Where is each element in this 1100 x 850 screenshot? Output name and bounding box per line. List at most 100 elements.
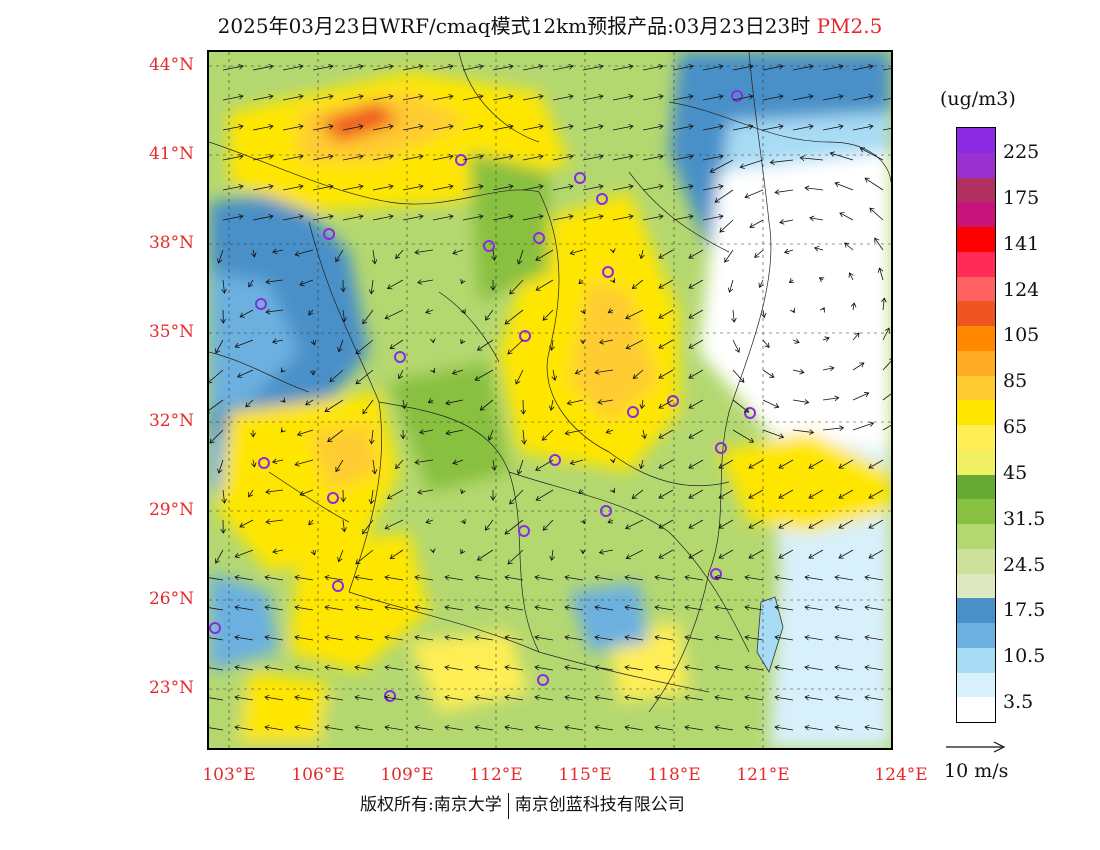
wind-arrow-icon [250, 249, 257, 258]
wind-arrow-icon [605, 428, 614, 434]
wind-arrow-icon [852, 63, 874, 71]
wind-arrow-icon [672, 153, 694, 161]
wind-arrow-icon [822, 93, 844, 101]
colorbar-swatch [957, 425, 995, 450]
wind-vectors [209, 63, 891, 731]
wind-arrow-icon [368, 279, 375, 295]
wind-arrow-icon [252, 153, 274, 161]
wind-arrow-icon [762, 399, 780, 409]
wind-arrow-icon [460, 278, 466, 285]
wind-arrow-icon [774, 694, 794, 701]
wind-arrow-icon [744, 604, 764, 611]
wind-arrow-icon [808, 519, 824, 529]
wind-arrow-icon [282, 63, 304, 71]
wind-arrow-icon [460, 338, 466, 345]
wind-arrow-icon [688, 339, 704, 349]
wind-arrow-icon [282, 153, 304, 161]
wind-arrow-icon [552, 153, 574, 161]
colorbar-swatch [957, 400, 995, 425]
wind-arrow-icon [744, 664, 764, 671]
wind-arrow-icon [882, 97, 891, 101]
wind-arrow-icon [684, 664, 704, 671]
wind-arrow-icon [582, 123, 604, 131]
wind-arrow-icon [582, 93, 604, 101]
colorbar-swatch [957, 301, 995, 326]
wind-arrow-icon [296, 429, 314, 437]
wind-arrow-icon [804, 724, 824, 731]
wind-arrow-icon [654, 604, 674, 611]
wind-arrow-icon [341, 519, 347, 533]
wind-arrow-icon [521, 429, 527, 445]
wind-arrow-icon [294, 694, 314, 701]
wind-arrow-icon [368, 429, 375, 445]
wind-arrow-icon [372, 153, 394, 161]
wind-arrow-icon [748, 489, 764, 499]
legend-label-124: 124 [1003, 279, 1040, 301]
wind-arrow-icon [783, 248, 794, 255]
wind-arrow-icon [280, 367, 286, 373]
wind-arrow-icon [522, 183, 544, 191]
wind-arrow-icon [612, 63, 634, 71]
wind-arrow-icon [582, 183, 604, 191]
wind-arrow-icon [310, 339, 317, 346]
wind-arrow-icon [402, 183, 424, 191]
wind-arrow-icon [744, 724, 764, 731]
wind-arrow-icon [834, 724, 854, 731]
wind-arrow-icon [748, 519, 764, 529]
wind-arrow-icon [234, 694, 254, 701]
wind-arrow-icon [838, 489, 854, 499]
colorbar-swatch [957, 524, 995, 549]
wind-arrow-icon [265, 278, 284, 285]
wind-arrow-icon [684, 574, 704, 581]
wind-arrow-icon [264, 694, 284, 701]
wind-arrow-icon [402, 93, 424, 101]
wind-arrow-icon [631, 279, 644, 289]
legend-label-10-5: 10.5 [1003, 645, 1046, 667]
wind-arrow-icon [732, 429, 755, 443]
wind-arrow-icon [264, 574, 284, 581]
wind-arrow-icon [234, 634, 254, 641]
wind-arrow-icon [762, 123, 784, 131]
wind-arrow-icon [372, 183, 394, 191]
wind-arrow-icon [337, 549, 344, 563]
wind-arrow-icon [430, 548, 436, 554]
wind-arrow-icon [612, 183, 634, 191]
wind-arrow-icon [535, 459, 554, 471]
wind-arrow-icon [748, 549, 764, 559]
wind-arrow-icon [460, 548, 466, 555]
wind-arrow-icon [308, 519, 314, 526]
wind-arrow-icon [548, 399, 555, 411]
wind-arrow-icon [864, 634, 884, 641]
wind-arrow-icon [504, 574, 524, 581]
wind-arrow-icon [718, 549, 734, 559]
wind-arrow-icon [610, 277, 616, 284]
wind-arrow-icon [774, 574, 794, 581]
wind-arrow-icon [355, 549, 374, 565]
wind-arrow-icon [808, 459, 824, 469]
wind-arrow-icon [778, 549, 794, 559]
wind-arrow-icon [564, 724, 584, 731]
wind-arrow-icon [541, 429, 554, 441]
wind-arrow-icon [474, 634, 494, 641]
wind-arrow-icon [688, 459, 704, 469]
wind-arrow-icon [804, 664, 824, 671]
colorbar-swatch [957, 697, 995, 722]
wind-arrow-icon [641, 429, 647, 440]
wind-arrow-icon [432, 153, 454, 161]
colorbar-swatch [957, 375, 995, 401]
wind-arrow-icon [564, 604, 584, 611]
wind-arrow-icon [209, 604, 224, 611]
wind-arrow-icon [864, 574, 884, 581]
wind-arrow-icon [580, 549, 586, 555]
wind-arrow-icon [688, 429, 704, 439]
wind-arrow-icon [580, 339, 586, 345]
wind-arrow-icon [354, 694, 374, 701]
wind-arrow-icon [271, 458, 284, 465]
wind-arrow-icon [719, 219, 734, 233]
wind-arrow-icon [852, 123, 874, 131]
wind-arrow-icon [758, 279, 764, 289]
legend-label-24-5: 24.5 [1003, 554, 1046, 576]
wind-arrow-icon [868, 459, 884, 469]
wind-arrow-icon [727, 279, 734, 293]
wind-arrow-icon [688, 549, 704, 559]
